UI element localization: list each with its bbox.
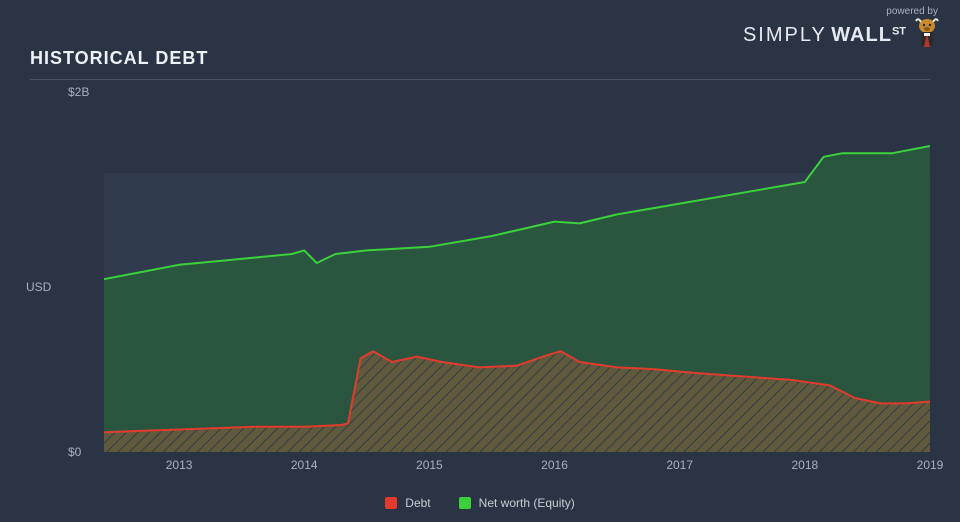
- brand-bold: WALL: [831, 24, 892, 46]
- legend-swatch-debt: [385, 497, 397, 509]
- x-tick-label: 2015: [416, 458, 443, 472]
- x-tick-label: 2013: [166, 458, 193, 472]
- brand-light: SIMPLY: [743, 24, 827, 46]
- x-tick-label: 2018: [791, 458, 818, 472]
- legend-item-debt: Debt: [385, 496, 430, 510]
- y-axis-label: USD: [26, 280, 51, 294]
- powered-by-text: powered by: [743, 6, 938, 17]
- branding: powered by SIMPLY WALLST: [743, 6, 942, 54]
- x-tick-label: 2017: [666, 458, 693, 472]
- x-tick-label: 2016: [541, 458, 568, 472]
- title-block: HISTORICAL DEBT: [30, 48, 930, 80]
- plot-area: [104, 92, 930, 452]
- chart-title: HISTORICAL DEBT: [30, 48, 930, 69]
- brand-wordmark: SIMPLY WALLST: [743, 24, 906, 47]
- legend-label-equity: Net worth (Equity): [479, 496, 575, 510]
- legend-item-equity: Net worth (Equity): [459, 496, 575, 510]
- y-tick-label: $2B: [68, 85, 89, 99]
- x-tick-label: 2014: [291, 458, 318, 472]
- plot-svg: [104, 92, 930, 452]
- legend-swatch-equity: [459, 497, 471, 509]
- brand-suffix: ST: [892, 26, 906, 38]
- legend-label-debt: Debt: [405, 496, 430, 510]
- chart: USD $0$2B 2013201420152016201720182019: [30, 92, 930, 482]
- title-rule: [30, 79, 930, 80]
- y-tick-label: $0: [68, 445, 81, 459]
- legend: Debt Net worth (Equity): [0, 496, 960, 510]
- x-tick-label: 2019: [917, 458, 944, 472]
